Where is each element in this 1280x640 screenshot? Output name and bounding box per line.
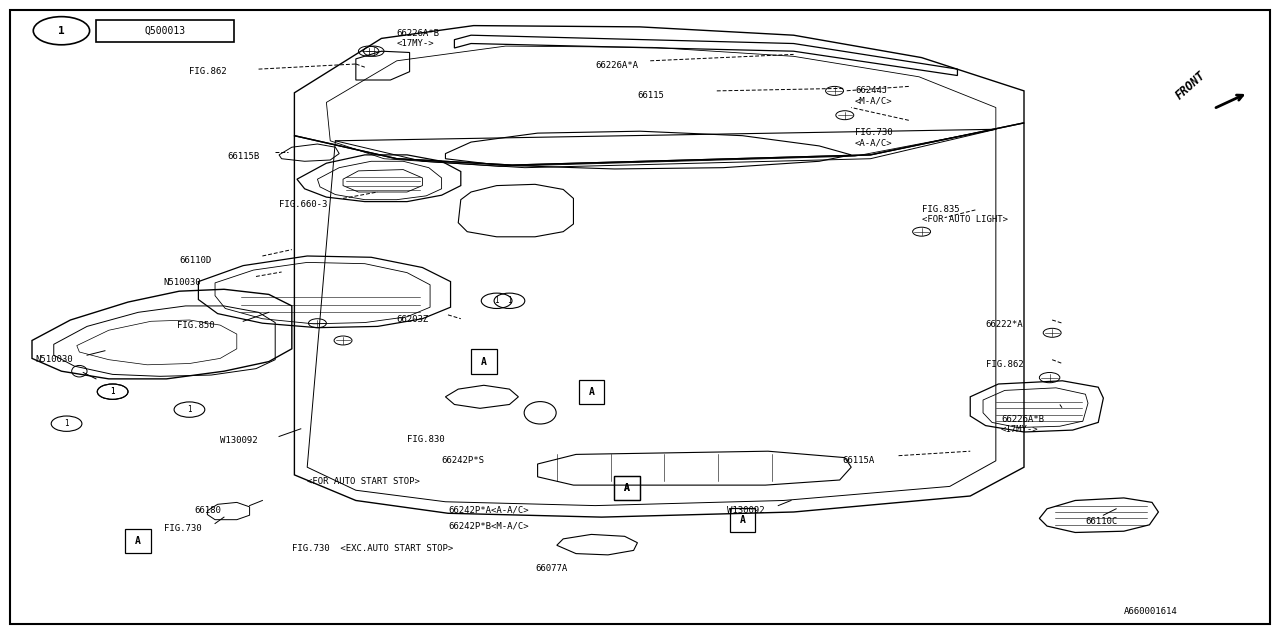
Bar <box>614 476 640 500</box>
Text: 66115: 66115 <box>637 91 664 100</box>
Text: FRONT: FRONT <box>1172 69 1208 102</box>
Text: A: A <box>136 536 141 546</box>
Bar <box>579 380 604 404</box>
Text: A: A <box>589 387 594 397</box>
Text: 1: 1 <box>64 419 69 428</box>
Bar <box>96 20 234 42</box>
Text: FIG.862: FIG.862 <box>986 360 1023 369</box>
Text: 1: 1 <box>110 387 115 396</box>
Text: 1: 1 <box>58 26 65 36</box>
Text: FIG.835
<FOR AUTO LIGHT>: FIG.835 <FOR AUTO LIGHT> <box>922 205 1007 224</box>
Bar <box>471 349 497 374</box>
Text: FIG.830: FIG.830 <box>407 435 444 444</box>
Text: W130092: W130092 <box>727 506 764 515</box>
Text: 66110D: 66110D <box>179 256 211 265</box>
Text: FIG.850: FIG.850 <box>177 321 214 330</box>
Text: FIG.730
<A-A/C>: FIG.730 <A-A/C> <box>855 128 892 147</box>
Text: FIG.730: FIG.730 <box>164 524 201 532</box>
Text: 66242P*A<A-A/C>: 66242P*A<A-A/C> <box>448 506 529 515</box>
Text: 1: 1 <box>507 296 512 305</box>
Text: 66226A*B
<17MY->: 66226A*B <17MY-> <box>1001 415 1044 434</box>
Text: 66180: 66180 <box>195 506 221 515</box>
Text: A: A <box>625 483 630 493</box>
Text: 66110C: 66110C <box>1085 517 1117 526</box>
Text: FIG.862: FIG.862 <box>189 67 227 76</box>
Text: A: A <box>625 483 630 493</box>
Bar <box>125 529 151 553</box>
Text: FIG.730  <EXC.AUTO START STOP>: FIG.730 <EXC.AUTO START STOP> <box>292 544 453 553</box>
Text: 66226A*B
<17MY->: 66226A*B <17MY-> <box>397 29 440 48</box>
Text: A660001614: A660001614 <box>1124 607 1178 616</box>
Text: N510030: N510030 <box>164 278 201 287</box>
Text: N510030: N510030 <box>36 355 73 364</box>
Text: A: A <box>740 515 745 525</box>
Text: FIG.660-3: FIG.660-3 <box>279 200 328 209</box>
Text: Q500013: Q500013 <box>145 26 186 36</box>
Text: 66077A: 66077A <box>535 564 567 573</box>
Text: W130092: W130092 <box>220 436 257 445</box>
Bar <box>614 476 640 500</box>
Text: 66115A: 66115A <box>842 456 874 465</box>
Text: 1: 1 <box>110 387 115 396</box>
Text: 66226A*A: 66226A*A <box>595 61 639 70</box>
Text: <FOR AUTO START STOP>: <FOR AUTO START STOP> <box>307 477 420 486</box>
Text: 66115B: 66115B <box>228 152 260 161</box>
Bar <box>730 508 755 532</box>
Text: 66222*A: 66222*A <box>986 320 1023 329</box>
Text: A: A <box>481 356 486 367</box>
Text: 1: 1 <box>187 405 192 414</box>
Text: 1: 1 <box>494 296 499 305</box>
Text: 66242P*S: 66242P*S <box>442 456 485 465</box>
Text: 66203Z: 66203Z <box>397 315 429 324</box>
Text: 66244J
<M-A/C>: 66244J <M-A/C> <box>855 86 892 106</box>
Text: 66242P*B<M-A/C>: 66242P*B<M-A/C> <box>448 522 529 531</box>
